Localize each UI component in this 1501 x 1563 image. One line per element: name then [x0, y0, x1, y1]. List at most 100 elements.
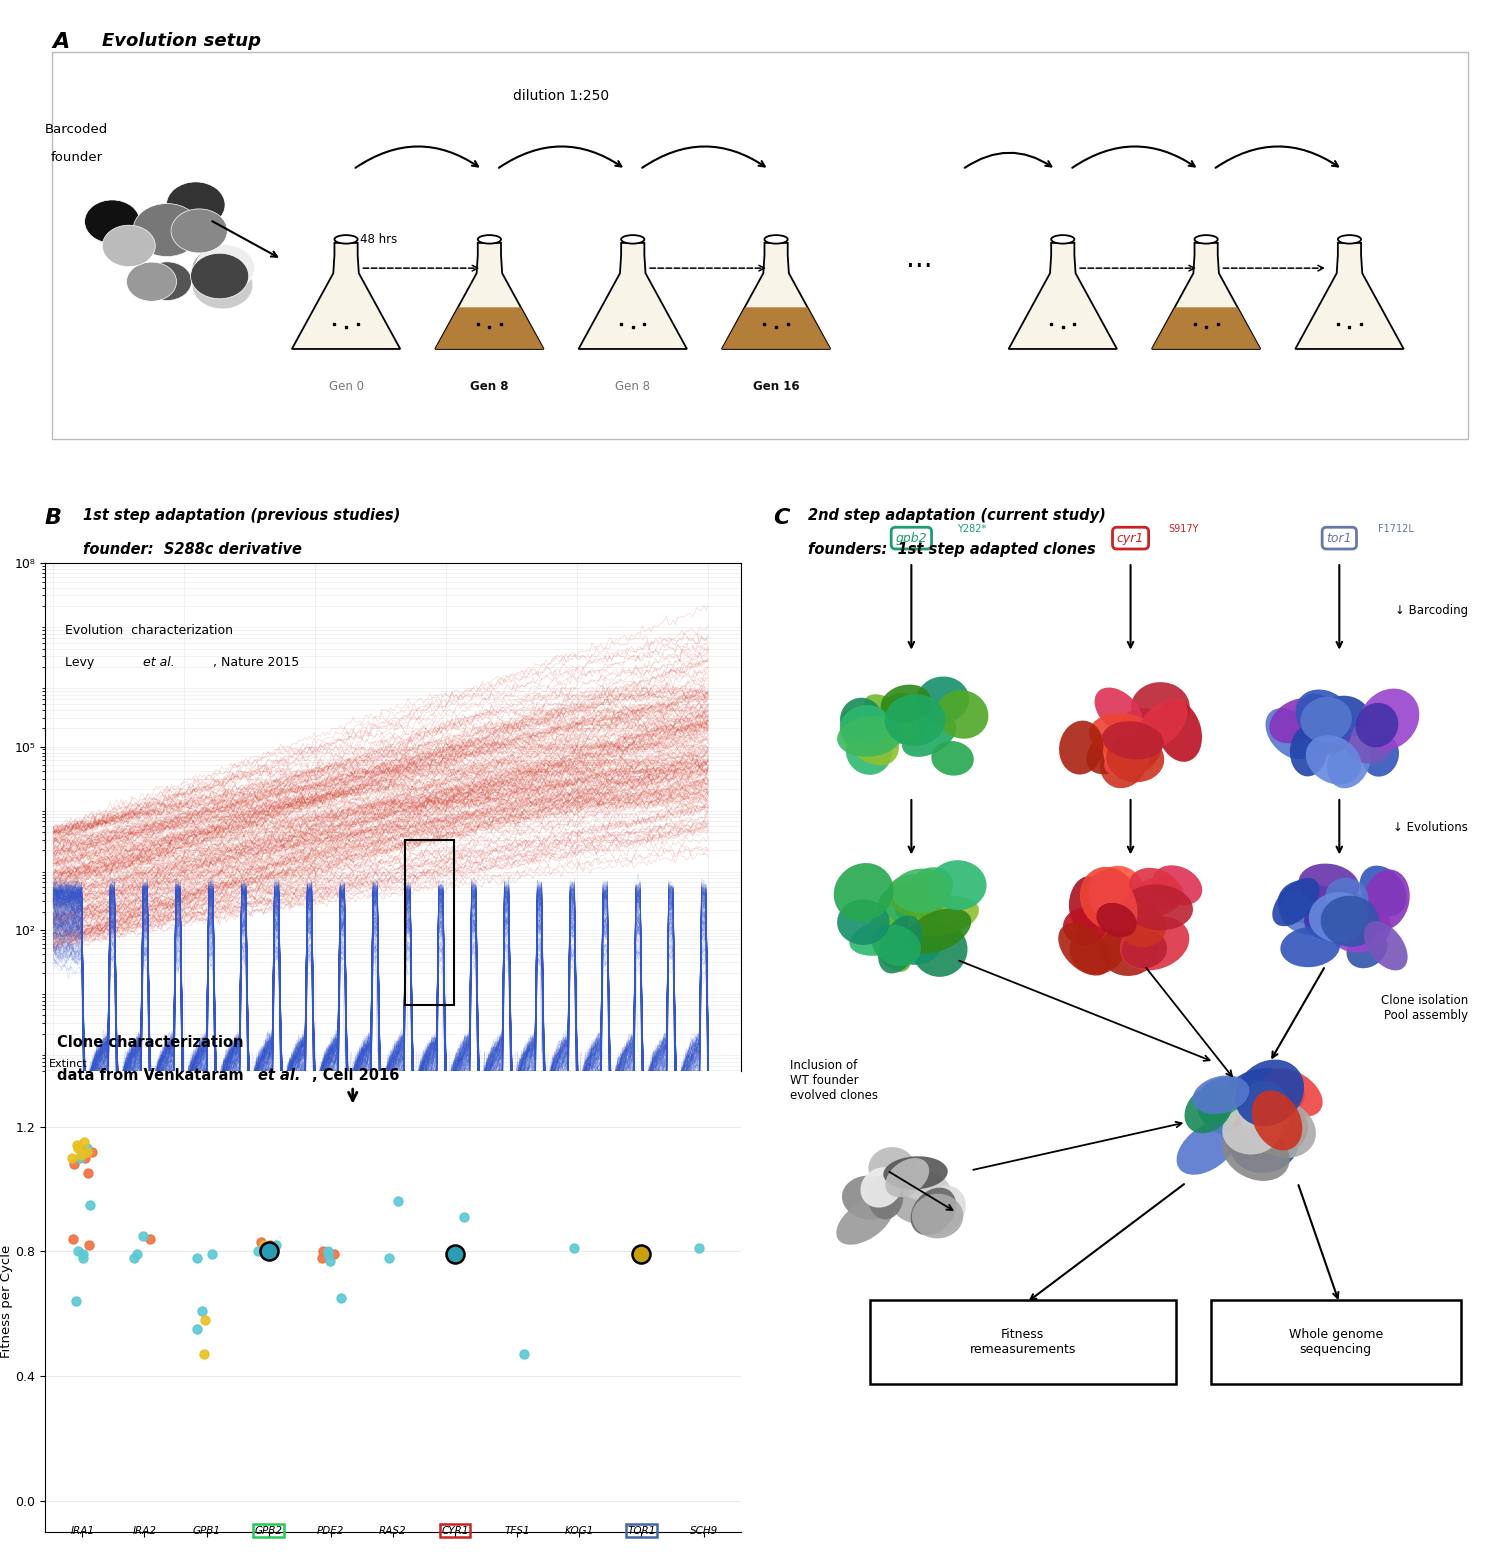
Ellipse shape [1222, 1125, 1289, 1182]
Ellipse shape [335, 234, 357, 244]
Text: TOR1: TOR1 [627, 1525, 656, 1535]
Bar [405, 839, 455, 1005]
Ellipse shape [1244, 1099, 1316, 1158]
Ellipse shape [893, 1191, 953, 1225]
Ellipse shape [1087, 727, 1139, 774]
Ellipse shape [1307, 711, 1351, 755]
Text: IRA1: IRA1 [71, 1525, 95, 1535]
Ellipse shape [1225, 1068, 1304, 1124]
Ellipse shape [1088, 713, 1157, 756]
Ellipse shape [902, 716, 956, 756]
Ellipse shape [1312, 889, 1370, 939]
Text: C: C [773, 508, 790, 528]
Ellipse shape [1295, 689, 1354, 744]
Ellipse shape [1099, 924, 1159, 975]
Ellipse shape [868, 1174, 904, 1219]
Circle shape [167, 181, 225, 228]
Text: Y282*: Y282* [956, 524, 986, 535]
Ellipse shape [842, 1175, 898, 1219]
Ellipse shape [913, 922, 968, 977]
Text: Clone isolation
Pool assembly: Clone isolation Pool assembly [1381, 994, 1468, 1022]
Ellipse shape [1249, 1091, 1300, 1133]
Ellipse shape [1252, 1091, 1303, 1150]
Ellipse shape [1289, 725, 1327, 777]
Text: 48 hrs: 48 hrs [360, 233, 398, 245]
Ellipse shape [1069, 877, 1105, 930]
Text: GPB2: GPB2 [255, 1525, 282, 1535]
Ellipse shape [937, 689, 989, 739]
Ellipse shape [911, 1188, 956, 1235]
Polygon shape [435, 242, 543, 349]
Ellipse shape [881, 697, 923, 735]
Ellipse shape [1265, 708, 1315, 760]
Text: Extinct: Extinct [50, 1058, 89, 1069]
Ellipse shape [1195, 234, 1217, 244]
Ellipse shape [1330, 905, 1391, 952]
Ellipse shape [931, 741, 974, 775]
Polygon shape [722, 308, 830, 349]
Text: Whole genome
sequencing: Whole genome sequencing [1289, 1329, 1382, 1357]
Ellipse shape [1240, 1080, 1291, 1143]
Y-axis label: Fitness per Cycle: Fitness per Cycle [0, 1244, 12, 1358]
Ellipse shape [872, 925, 922, 966]
Ellipse shape [1129, 867, 1181, 910]
Text: founder:  S288c derivative: founder: S288c derivative [83, 542, 302, 558]
Ellipse shape [1231, 1116, 1298, 1172]
Ellipse shape [850, 919, 916, 957]
Text: Evolution setup: Evolution setup [102, 33, 261, 50]
Text: CYR1: CYR1 [441, 1525, 468, 1535]
Ellipse shape [1153, 866, 1202, 905]
Text: PDE2: PDE2 [317, 1525, 345, 1535]
Text: F1712L: F1712L [1378, 524, 1414, 535]
Ellipse shape [869, 914, 913, 972]
Ellipse shape [1235, 1060, 1304, 1125]
Ellipse shape [892, 869, 952, 913]
Ellipse shape [1309, 892, 1369, 942]
Ellipse shape [1136, 699, 1187, 750]
Ellipse shape [838, 716, 902, 756]
Text: 2nd step adaptation (current study): 2nd step adaptation (current study) [808, 508, 1105, 524]
Text: cyr1: cyr1 [1117, 531, 1144, 544]
Ellipse shape [1063, 908, 1108, 946]
Circle shape [134, 203, 201, 256]
Ellipse shape [1094, 688, 1142, 735]
Ellipse shape [1273, 878, 1319, 927]
Ellipse shape [1360, 866, 1406, 916]
Ellipse shape [865, 694, 920, 742]
Ellipse shape [1058, 922, 1112, 975]
Ellipse shape [847, 728, 892, 775]
Ellipse shape [1355, 703, 1399, 747]
Text: tor1: tor1 [1327, 531, 1352, 544]
Text: data from Venkataram: data from Venkataram [57, 1068, 249, 1083]
Ellipse shape [836, 1197, 893, 1244]
Text: Fitness
remeasurements: Fitness remeasurements [970, 1329, 1076, 1357]
Ellipse shape [841, 706, 899, 766]
Ellipse shape [908, 867, 953, 908]
Text: et al.: et al. [258, 1068, 300, 1083]
Text: , Nature 2015: , Nature 2015 [213, 656, 299, 669]
X-axis label: Time (generations): Time (generations) [330, 1099, 456, 1111]
Ellipse shape [1297, 694, 1336, 742]
Ellipse shape [1346, 930, 1387, 967]
Ellipse shape [1222, 1107, 1280, 1155]
Text: Barcoded: Barcoded [45, 123, 108, 136]
Polygon shape [1295, 242, 1403, 349]
Text: ↓ Evolutions: ↓ Evolutions [1393, 821, 1468, 833]
Ellipse shape [1279, 885, 1354, 936]
Ellipse shape [1120, 708, 1166, 750]
Ellipse shape [1130, 681, 1190, 733]
Ellipse shape [1226, 1107, 1280, 1160]
Text: GPB1: GPB1 [192, 1525, 221, 1535]
Ellipse shape [1364, 921, 1408, 971]
Circle shape [191, 253, 249, 299]
Ellipse shape [1094, 866, 1147, 924]
Ellipse shape [838, 899, 890, 946]
Ellipse shape [621, 234, 644, 244]
FancyBboxPatch shape [869, 1300, 1175, 1385]
Ellipse shape [1304, 899, 1358, 941]
Ellipse shape [841, 705, 890, 747]
Ellipse shape [1321, 896, 1379, 947]
Ellipse shape [886, 1158, 929, 1197]
Ellipse shape [889, 917, 943, 964]
Ellipse shape [1192, 1075, 1249, 1114]
